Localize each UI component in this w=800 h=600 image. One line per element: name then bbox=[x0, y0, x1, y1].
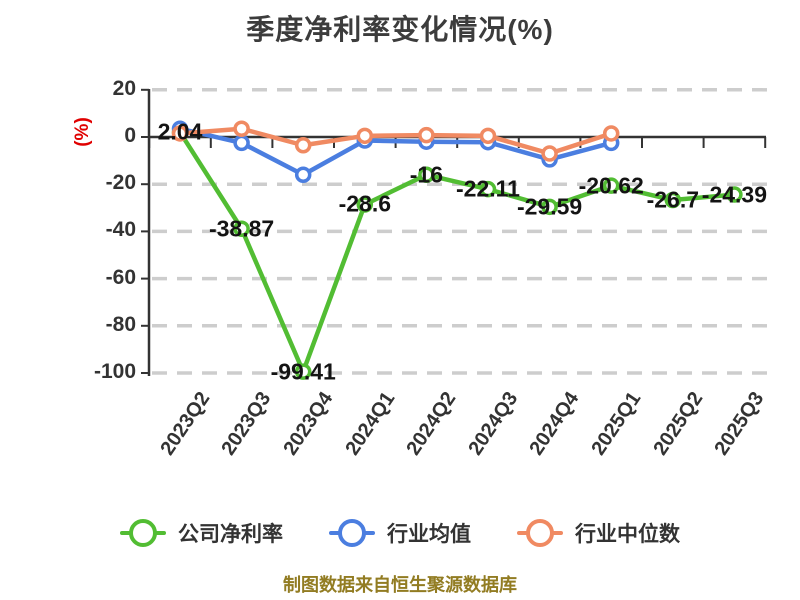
y-axis-tick-label: 0 bbox=[124, 124, 136, 147]
point-value-label: -99.41 bbox=[270, 358, 336, 385]
series-line-2 bbox=[177, 126, 614, 156]
y-axis-tick-label: -40 bbox=[105, 218, 136, 242]
chart-footer: 制图数据来自恒生聚源数据库 bbox=[283, 575, 517, 595]
series-point-0 bbox=[294, 363, 312, 380]
series-point-2 bbox=[356, 127, 374, 145]
point-value-label: -16 bbox=[409, 161, 444, 188]
y-axis-tick-label: -20 bbox=[105, 171, 136, 195]
legend-marker-icon bbox=[517, 518, 563, 548]
series-point-0 bbox=[726, 186, 743, 203]
series-point-2 bbox=[541, 145, 558, 162]
point-value-label: -24.39 bbox=[701, 181, 767, 208]
point-value-label: -29.59 bbox=[516, 193, 583, 220]
chart-title: 季度净利率变化情况(%) bbox=[246, 14, 554, 45]
series-point-0 bbox=[664, 191, 682, 209]
legend-label: 公司净利率 bbox=[178, 523, 283, 546]
series-point-1 bbox=[233, 134, 250, 152]
point-value-label: 2.04 bbox=[157, 118, 203, 145]
series-point-0 bbox=[233, 220, 250, 237]
point-value-label: -38.87 bbox=[208, 215, 275, 242]
legend-item-2[interactable]: 行业中位数 bbox=[517, 518, 680, 548]
series-point-2 bbox=[233, 120, 250, 137]
point-value-label: -22.11 bbox=[456, 175, 520, 202]
series-point-0 bbox=[602, 177, 620, 194]
y-axis-tick-label: -80 bbox=[105, 312, 136, 336]
legend-item-1[interactable]: 行业均值 bbox=[329, 518, 471, 548]
legend-dot-icon bbox=[338, 519, 366, 547]
series-point-2 bbox=[294, 137, 312, 154]
series-point-2 bbox=[602, 125, 620, 142]
series-line-0 bbox=[177, 129, 737, 374]
point-value-label: -20.62 bbox=[578, 172, 644, 199]
series-point-0 bbox=[541, 198, 558, 216]
series-line-1 bbox=[177, 126, 614, 178]
legend: 公司净利率 行业均值 行业中位数 bbox=[0, 518, 800, 548]
legend-label: 行业中位数 bbox=[575, 523, 680, 546]
point-value-label: -28.6 bbox=[338, 190, 392, 217]
series-point-0 bbox=[479, 180, 497, 198]
legend-dot-icon bbox=[129, 519, 157, 547]
series-point-1 bbox=[294, 166, 312, 184]
series-point-2 bbox=[418, 126, 435, 144]
y-axis-tick-label: -100 bbox=[93, 360, 136, 383]
series-point-2 bbox=[479, 127, 497, 145]
legend-item-0[interactable]: 公司净利率 bbox=[120, 518, 283, 548]
point-value-label: -26.7 bbox=[646, 186, 700, 213]
legend-marker-icon bbox=[329, 518, 375, 548]
legend-marker-icon bbox=[120, 518, 166, 548]
y-axis-tick-label: 20 bbox=[112, 76, 136, 100]
series-point-0 bbox=[356, 196, 374, 213]
y-axis-tick-label: -60 bbox=[105, 265, 136, 289]
series-point-2 bbox=[171, 125, 189, 142]
legend-label: 行业均值 bbox=[387, 523, 471, 546]
series-point-0 bbox=[418, 166, 435, 184]
legend-dot-icon bbox=[526, 519, 554, 547]
